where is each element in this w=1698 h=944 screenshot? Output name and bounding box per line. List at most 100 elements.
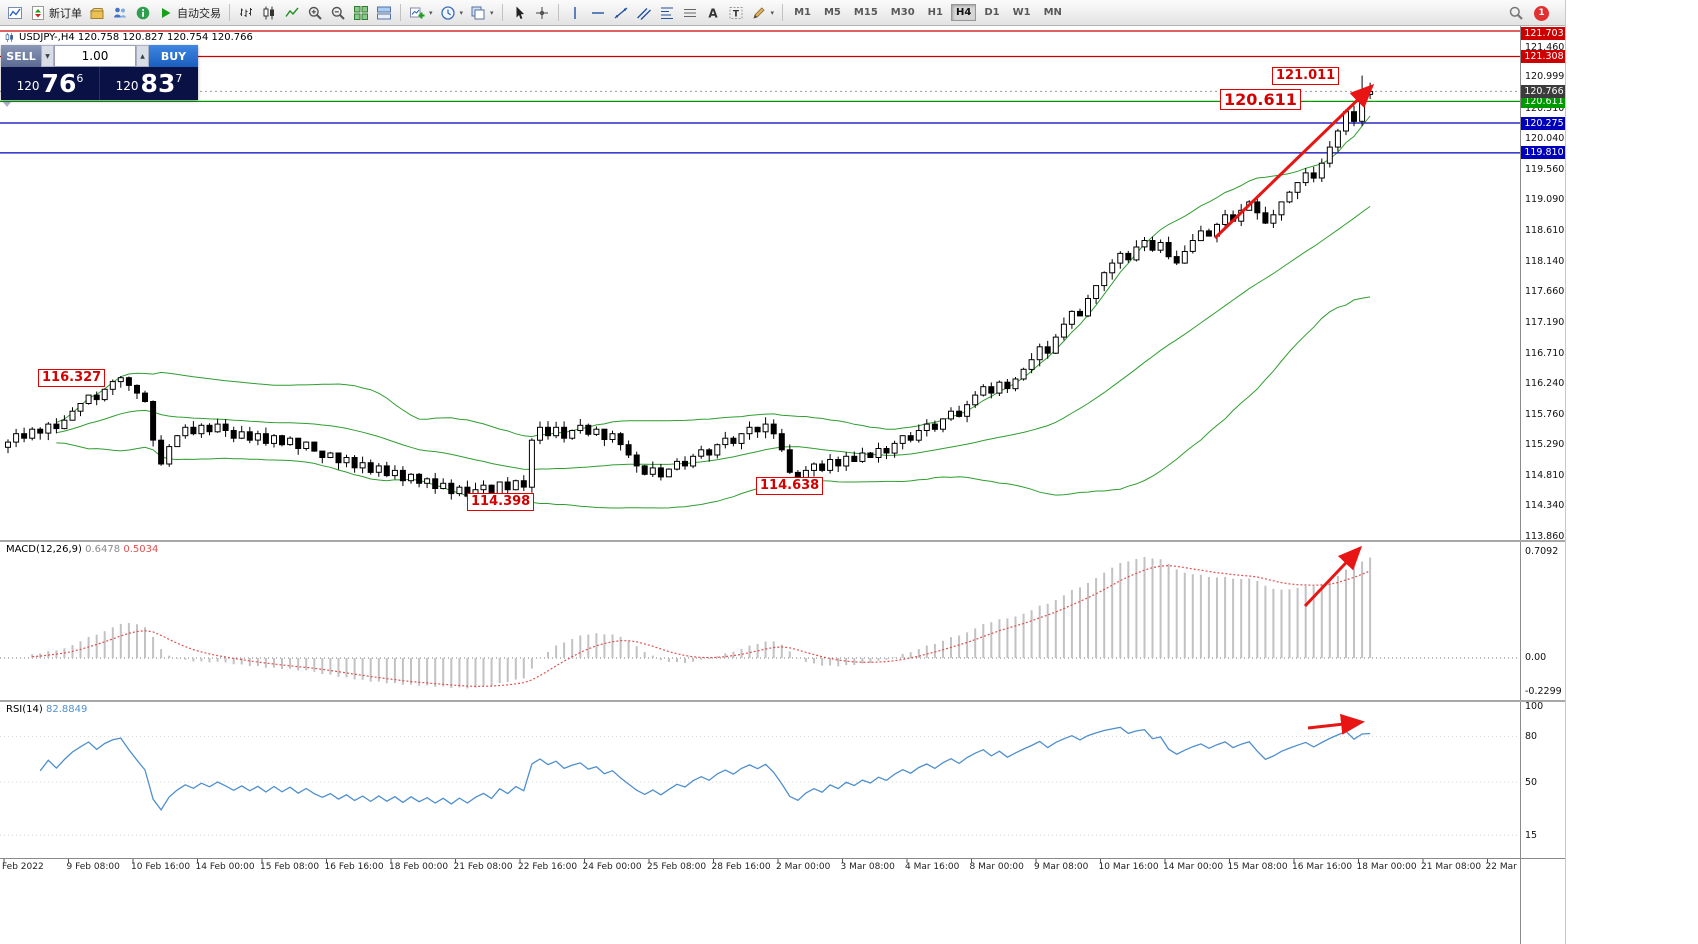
price-axis[interactable]: 121.460 120.999 120.510 120.040 119.560 119.0… [1520, 26, 1565, 944]
period-selector-icon[interactable]: ▾ [437, 2, 467, 24]
sell-price-big: 76 [41, 69, 77, 98]
timeframe-M15-button[interactable]: M15 [853, 7, 878, 18]
volume-decrease-button[interactable]: ▼ [41, 45, 54, 67]
equidistant-channel-icon[interactable] [633, 2, 655, 24]
price-axis-label: 119.560 [1525, 164, 1565, 175]
rsi-name: RSI(14) [6, 704, 43, 715]
arrows-tool-icon[interactable]: ▾ [748, 2, 778, 24]
price-level-tag: 120.275 [1521, 116, 1565, 130]
time-axis-label: 16 Feb 16:00 [324, 862, 384, 872]
price-annotation[interactable]: 116.327 [38, 369, 106, 387]
time-axis-label: 9 Mar 08:00 [1034, 862, 1089, 872]
current-price-tag: 120.766 [1521, 84, 1565, 98]
time-axis-label: 4 Mar 16:00 [905, 862, 960, 872]
timeframe-MN-button[interactable]: MN [1043, 7, 1062, 18]
macd-axis-label: 0.00 [1525, 652, 1547, 663]
time-axis-label: 18 Mar 00:00 [1356, 862, 1417, 872]
macd-header: MACD(12,26,9) 0.6478 0.5034 [6, 544, 158, 555]
timeframe-M5-button[interactable]: M5 [823, 7, 841, 18]
vertical-line-icon[interactable] [564, 2, 586, 24]
price-axis-label: 120.510 [1525, 102, 1565, 114]
price-annotation[interactable]: 120.611 [1220, 89, 1301, 110]
time-axis-label: 24 Feb 00:00 [582, 862, 642, 872]
volume-input[interactable] [54, 45, 136, 67]
rsi-value: 82.8849 [45, 704, 88, 715]
search-icon[interactable] [1505, 2, 1527, 24]
crosshair-icon[interactable] [531, 2, 553, 24]
time-axis-label: 15 Feb 08:00 [260, 862, 320, 872]
timeframe-D1-button[interactable]: D1 [984, 7, 1000, 18]
bar-chart-icon[interactable] [235, 2, 257, 24]
trade-panel-collapse-icon[interactable] [3, 102, 11, 107]
horizontal-line-icon[interactable] [587, 2, 609, 24]
market-info-icon[interactable] [132, 2, 154, 24]
candlestick-chart-icon[interactable] [258, 2, 280, 24]
tile-windows-icon[interactable] [350, 2, 372, 24]
price-axis-label: 116.240 [1525, 377, 1565, 389]
rsi-axis-label: 15 [1525, 830, 1538, 841]
time-axis-label: 14 Feb 00:00 [195, 862, 255, 872]
chart-window-icon[interactable] [4, 2, 26, 24]
macd-axis-label: -0.2299 [1525, 686, 1562, 697]
toolbar-separator [229, 4, 230, 21]
line-chart-icon[interactable] [281, 2, 303, 24]
buy-price[interactable]: 120 83 7 [99, 67, 198, 100]
time-axis-label: 14 Mar 00:00 [1163, 862, 1224, 872]
sell-price[interactable]: 120 76 6 [1, 67, 99, 100]
new-order-button[interactable]: 新订单 [27, 2, 85, 24]
timeframe-M30-button[interactable]: M30 [890, 7, 915, 18]
time-axis-label: 21 Mar 08:00 [1421, 862, 1482, 872]
time-axis-label: 9 Feb 08:00 [66, 862, 120, 872]
text-label-icon[interactable]: T [725, 2, 747, 24]
price-annotation[interactable]: 114.638 [756, 477, 824, 495]
rsi-axis-label: 50 [1525, 777, 1538, 788]
timeframe-H1-button[interactable]: H1 [927, 7, 943, 18]
price-level-tag: 120.611 [1521, 94, 1565, 108]
window-list-icon[interactable] [373, 2, 395, 24]
price-chart-panel[interactable]: USDJPY-,H4 120.758 120.827 120.754 120.7… [0, 26, 1546, 944]
chart-canvas[interactable] [0, 26, 1520, 944]
svg-text:T: T [732, 9, 739, 19]
timeframe-M1-button[interactable]: M1 [794, 7, 811, 18]
price-annotation[interactable]: 114.398 [467, 493, 535, 511]
time-axis-label: Feb 2022 [2, 862, 44, 872]
price-axis-label: 120.040 [1525, 133, 1565, 145]
objects-list-icon[interactable] [679, 2, 701, 24]
panel-splitter[interactable] [0, 700, 1565, 702]
timeframe-W1-button[interactable]: W1 [1012, 7, 1031, 18]
time-axis-label: 8 Mar 00:00 [969, 862, 1024, 872]
price-axis-label: 115.290 [1525, 439, 1565, 450]
toolbar-right-group: 1 [1505, 0, 1549, 26]
time-axis-label: 15 Mar 08:00 [1227, 862, 1288, 872]
buy-price-sup: 7 [175, 72, 183, 85]
autotrade-button[interactable]: 自动交易 [155, 2, 224, 24]
history-box-icon[interactable] [86, 2, 108, 24]
new-chart-icon[interactable]: ▾ [406, 2, 436, 24]
sell-button[interactable]: SELL [1, 45, 41, 67]
panel-splitter[interactable] [0, 540, 1565, 542]
text-icon[interactable]: A [702, 2, 724, 24]
fibonacci-icon[interactable] [656, 2, 678, 24]
community-icon[interactable] [109, 2, 131, 24]
time-axis-label: 10 Mar 16:00 [1098, 862, 1159, 872]
buy-button[interactable]: BUY [149, 45, 198, 67]
zoom-out-icon[interactable] [327, 2, 349, 24]
zoom-in-icon[interactable] [304, 2, 326, 24]
timeframe-H4-button[interactable]: H4 [950, 4, 977, 21]
notification-badge[interactable]: 1 [1534, 5, 1549, 21]
trendline-icon[interactable] [610, 2, 632, 24]
templates-icon[interactable]: ▾ [467, 2, 497, 24]
ohlc-text: USDJPY-,H4 120.758 120.827 120.754 120.7… [19, 32, 253, 43]
volume-increase-button[interactable]: ▲ [136, 45, 149, 67]
macd-name: MACD(12,26,9) [6, 544, 82, 555]
buy-price-big: 83 [140, 69, 176, 98]
price-axis-label: 116.710 [1525, 347, 1565, 359]
time-axis-label: 21 Feb 08:00 [453, 862, 513, 872]
price-annotation[interactable]: 121.011 [1272, 67, 1340, 85]
macd-value: 0.6478 [85, 544, 121, 555]
time-axis[interactable]: Feb 2022 9 Feb 08:00 10 Feb 16:00 14 Feb 00… [0, 862, 1546, 876]
buy-price-main: 120 [115, 79, 139, 93]
time-axis-label: 16 Mar 16:00 [1292, 862, 1353, 872]
price-axis-label: 117.190 [1525, 316, 1565, 328]
cursor-icon[interactable] [508, 2, 530, 24]
